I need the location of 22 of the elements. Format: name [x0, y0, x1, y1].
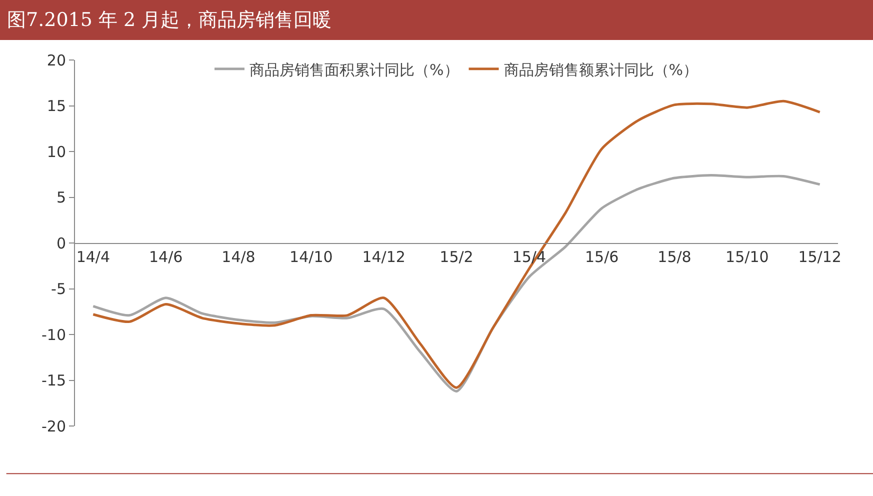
- x-tick-label: 15/8: [658, 248, 692, 266]
- chart-title: 图7.2015 年 2 月起，商品房销售回暖: [7, 9, 332, 31]
- y-tick-label: 5: [56, 188, 66, 206]
- x-tick-label: 14/12: [362, 248, 406, 266]
- y-tick-label: -10: [42, 326, 66, 344]
- x-tick-label: 15/12: [798, 248, 842, 266]
- y-tick-label: 0: [56, 234, 66, 252]
- x-tick-label: 14/8: [222, 248, 256, 266]
- x-tick-label: 14/10: [290, 248, 333, 266]
- legend-label: 商品房销售面积累计同比（%）: [250, 60, 459, 79]
- legend-label: 商品房销售额累计同比（%）: [504, 60, 698, 79]
- x-tick-label: 14/6: [148, 248, 183, 266]
- y-tick-label: -20: [42, 417, 66, 436]
- x-tick-label: 15/6: [584, 248, 619, 266]
- x-tick-label: 15/2: [440, 248, 474, 266]
- x-tick-label: 14/4: [76, 248, 110, 266]
- y-tick-label: 10: [46, 142, 66, 161]
- x-tick-label: 15/10: [726, 248, 769, 266]
- y-tick-label: -5: [51, 280, 66, 298]
- y-tick-label: -15: [42, 372, 66, 390]
- y-tick-label: 20: [46, 51, 66, 70]
- y-tick-label: 15: [46, 97, 66, 115]
